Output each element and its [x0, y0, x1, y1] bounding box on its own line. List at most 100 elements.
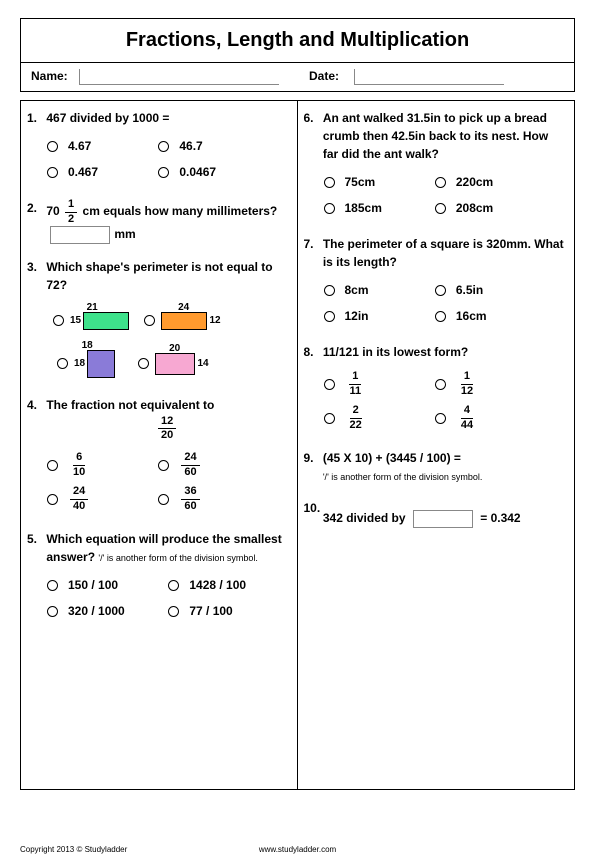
date-field[interactable] — [354, 69, 504, 85]
q1-opt-c[interactable]: 0.467 — [47, 163, 147, 181]
question-6: 6. An ant walked 31.5in to pick up a bre… — [304, 109, 567, 221]
footer-spacer — [390, 845, 575, 854]
q7-opt-c[interactable]: 12in — [324, 307, 424, 325]
opt-label: 75cm — [345, 173, 376, 191]
shape-label: 12 — [209, 313, 220, 328]
q4-target-fraction: 1220 — [158, 416, 176, 442]
question-10: 10. 342 divided by = 0.342 — [304, 499, 567, 528]
question-9: 9. (45 X 10) + (3445 / 100) = '/' is ano… — [304, 449, 567, 485]
radio-icon — [324, 379, 335, 390]
radio-icon — [47, 167, 58, 178]
q8-opt-b[interactable]: 112 — [435, 371, 535, 397]
q6-options: 75cm 220cm 185cm 208cm — [324, 169, 567, 221]
opt-label: 220cm — [456, 173, 493, 191]
frac-n: 24 — [181, 452, 199, 466]
opt-label: 16cm — [456, 307, 487, 325]
shape-rect — [87, 350, 115, 378]
shape-label: 18 — [74, 356, 85, 371]
q6-opt-d[interactable]: 208cm — [435, 199, 535, 217]
frac-n: 24 — [70, 486, 88, 500]
footer-url: www.studyladder.com — [205, 845, 390, 854]
q1-text: 467 divided by 1000 = — [46, 109, 288, 127]
q3-number: 3. — [27, 258, 43, 276]
q5-number: 5. — [27, 530, 43, 548]
q7-opt-d[interactable]: 16cm — [435, 307, 535, 325]
q1-options: 4.67 46.7 0.467 0.0467 — [47, 133, 289, 185]
radio-icon — [435, 413, 446, 424]
q8-opt-d[interactable]: 444 — [435, 405, 535, 431]
q3-opt-a[interactable]: 15 21 — [53, 312, 129, 330]
q5-opt-b[interactable]: 1428 / 100 — [168, 576, 278, 594]
q2-frac-d: 2 — [65, 213, 77, 226]
frac-d: 12 — [458, 385, 476, 398]
shape-label: 18 — [82, 338, 93, 353]
q10-pre: 342 divided by — [323, 511, 406, 525]
q4-text: The fraction not equivalent to 1220 — [46, 396, 288, 442]
q4-options: 610 2460 2440 3660 — [47, 448, 289, 516]
q6-opt-c[interactable]: 185cm — [324, 199, 424, 217]
opt-label: 8cm — [345, 281, 369, 299]
q4-opt-a[interactable]: 610 — [47, 452, 147, 478]
question-2: 2. 70 12 cm equals how many millimeters?… — [27, 199, 289, 244]
frac-n: 1 — [349, 371, 361, 385]
q2-fraction: 12 — [65, 199, 77, 225]
name-field[interactable] — [79, 69, 279, 85]
q8-opt-c[interactable]: 222 — [324, 405, 424, 431]
q10-answer-blank[interactable] — [413, 510, 473, 528]
q2-answer-blank[interactable] — [50, 226, 110, 244]
frac-d: 22 — [347, 419, 365, 432]
q1-opt-d-label: 0.0467 — [179, 163, 216, 181]
q2-post: cm equals how many millimeters? — [83, 204, 278, 218]
radio-icon — [57, 358, 68, 369]
opt-label: 12in — [345, 307, 369, 325]
frac-d: 10 — [70, 466, 88, 479]
q5-opt-c[interactable]: 320 / 1000 — [47, 602, 157, 620]
q6-opt-a[interactable]: 75cm — [324, 173, 424, 191]
q3-opt-b[interactable]: 24 12 — [144, 312, 220, 330]
q8-opt-a[interactable]: 111 — [324, 371, 424, 397]
frac-n: 12 — [158, 416, 176, 430]
q5-opt-d[interactable]: 77 / 100 — [168, 602, 278, 620]
q1-opt-b[interactable]: 46.7 — [158, 137, 258, 155]
column-left: 1. 467 divided by 1000 = 4.67 46.7 0.467… — [21, 101, 298, 789]
radio-icon — [144, 315, 155, 326]
q6-opt-b[interactable]: 220cm — [435, 173, 535, 191]
question-5: 5. Which equation will produce the small… — [27, 530, 289, 624]
fraction: 610 — [70, 452, 88, 478]
radio-icon — [158, 167, 169, 178]
q1-opt-a[interactable]: 4.67 — [47, 137, 147, 155]
footer: Copyright 2013 © Studyladder www.studyla… — [20, 845, 575, 854]
q4-opt-b[interactable]: 2460 — [158, 452, 258, 478]
radio-icon — [435, 311, 446, 322]
frac-d: 60 — [181, 466, 199, 479]
radio-icon — [435, 379, 446, 390]
question-4: 4. The fraction not equivalent to 1220 6… — [27, 396, 289, 516]
q3-options: 15 21 24 12 18 18 — [47, 308, 289, 382]
q8-text: 11/121 in its lowest form? — [323, 343, 566, 361]
footer-copyright: Copyright 2013 © Studyladder — [20, 845, 205, 854]
opt-label: 150 / 100 — [68, 576, 118, 594]
shape-rect — [155, 353, 195, 375]
frac-n: 1 — [461, 371, 473, 385]
q8-number: 8. — [304, 343, 320, 361]
q7-text: The perimeter of a square is 320mm. What… — [323, 235, 566, 271]
name-label: Name: — [31, 69, 79, 85]
radio-icon — [53, 315, 64, 326]
q2-number: 2. — [27, 199, 43, 217]
q4-opt-d[interactable]: 3660 — [158, 486, 258, 512]
q5-opt-a[interactable]: 150 / 100 — [47, 576, 157, 594]
radio-icon — [168, 606, 179, 617]
radio-icon — [47, 141, 58, 152]
q7-opt-a[interactable]: 8cm — [324, 281, 424, 299]
q7-opt-b[interactable]: 6.5in — [435, 281, 535, 299]
q1-opt-d[interactable]: 0.0467 — [158, 163, 258, 181]
question-3: 3. Which shape's perimeter is not equal … — [27, 258, 289, 382]
fraction: 2460 — [181, 452, 199, 478]
q4-opt-c[interactable]: 2440 — [47, 486, 147, 512]
opt-label: 6.5in — [456, 281, 483, 299]
shape-label: 15 — [70, 313, 81, 328]
q3-opt-d[interactable]: 20 14 — [138, 353, 208, 375]
q3-opt-c[interactable]: 18 18 — [57, 350, 115, 378]
frac-n: 6 — [73, 452, 85, 466]
q10-post: = 0.342 — [480, 511, 520, 525]
